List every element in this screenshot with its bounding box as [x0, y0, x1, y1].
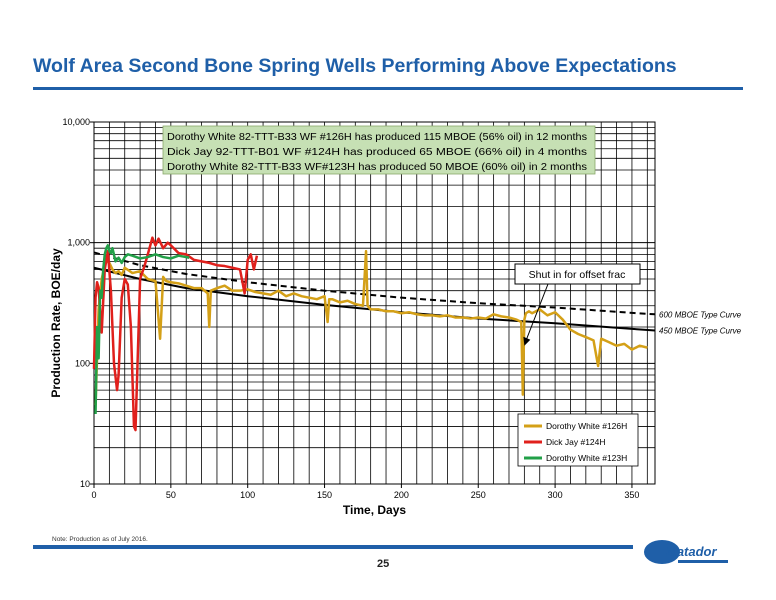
annotation-text: Shut in for offset frac: [529, 269, 626, 281]
x-axis-label: Time, Days: [343, 503, 406, 517]
x-tick-label: 300: [548, 490, 563, 500]
legend-label: Dorothy White #123H: [546, 453, 627, 463]
y-tick-label: 10: [80, 479, 90, 489]
info-box-line: Dorothy White 82-TTT-B33 WF #126H has pr…: [167, 131, 587, 143]
x-tick-label: 150: [317, 490, 332, 500]
footnote: Note: Production as of July 2016.: [52, 536, 148, 543]
annotation-box: [514, 263, 641, 285]
grid-layer: [93, 121, 656, 485]
x-tick-label: 0: [91, 490, 96, 500]
y-axis-label: Production Rate, BOE/day: [49, 248, 63, 398]
legend-label: Dorothy White #126H: [546, 421, 627, 431]
footer-rule: [33, 545, 633, 549]
series-line-1: [94, 249, 648, 406]
series-line-2: [92, 236, 259, 432]
info-box: [162, 125, 596, 175]
x-tick-label: 350: [624, 490, 639, 500]
type-curve-label: 450 MBOE Type Curve: [659, 327, 742, 336]
x-tick-label: 200: [394, 490, 409, 500]
y-tick-label: 1,000: [67, 238, 90, 248]
legend-label: Dick Jay #124H: [546, 437, 606, 447]
y-tick-label: 100: [75, 358, 90, 368]
title-rule: [33, 87, 743, 90]
series-layer: [92, 236, 648, 432]
slide-title: Wolf Area Second Bone Spring Wells Perfo…: [33, 55, 677, 77]
x-tick-label: 250: [471, 490, 486, 500]
info-box-line: Dick Jay 92-TTT-B01 WF #124H has produce…: [167, 146, 587, 158]
x-tick-label: 50: [166, 490, 176, 500]
page-number: 25: [377, 558, 390, 570]
axis-layer: 10 100 1,000 10,000 0 50 100 150 200 250 300 350 Tim…: [49, 117, 639, 517]
info-box-line: Dorothy White 82-TTT-B33 WF#123H has pro…: [167, 161, 587, 173]
annotation-arrowhead: [523, 336, 531, 346]
y-tick-label: 10,000: [62, 117, 90, 127]
matador-logo: Matador: [644, 540, 728, 564]
x-tick-label: 100: [240, 490, 255, 500]
type-curve-label: 600 MBOE Type Curve: [659, 310, 742, 319]
overlay-layer: Dorothy White 82-TTT-B33 WF #126H has pr…: [162, 125, 641, 467]
svg-text:Matador: Matador: [666, 544, 718, 559]
series-line-3: [94, 244, 190, 415]
annotation-arrow: [525, 283, 549, 340]
